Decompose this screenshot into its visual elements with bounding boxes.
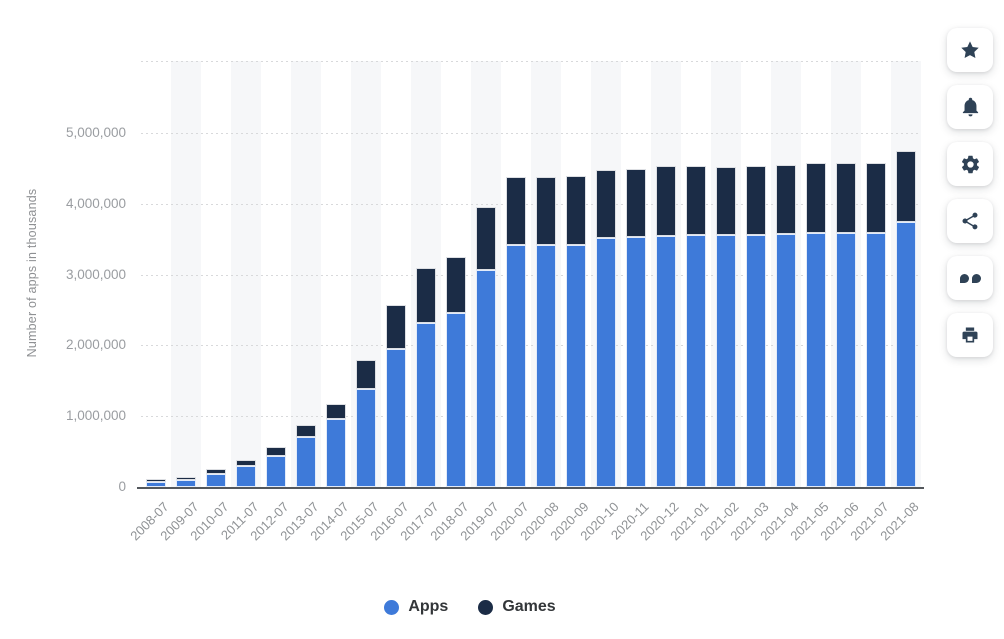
y-tick-label: 2,000,000: [65, 337, 126, 353]
bar-segment-apps-2021-08[interactable]: [896, 221, 916, 487]
bar-segment-games-2018-07[interactable]: [446, 257, 466, 313]
bar-segment-games-2021-05[interactable]: [806, 163, 826, 234]
y-tick-label: 0: [118, 479, 126, 494]
bar-segment-games-2020-08[interactable]: [536, 177, 556, 245]
legend-label-games: Games: [502, 598, 556, 615]
gear-icon: [960, 154, 981, 175]
bar-segment-games-2010-07[interactable]: [206, 469, 226, 474]
bar-segment-games-2012-07[interactable]: [266, 446, 286, 456]
plot-stripe: [231, 61, 261, 487]
bar-segment-games-2021-02[interactable]: [716, 166, 736, 236]
bar-segment-apps-2020-12[interactable]: [656, 235, 676, 487]
gridline: [141, 274, 921, 276]
cite-button[interactable]: [947, 256, 993, 300]
bar-segment-games-2020-11[interactable]: [626, 168, 646, 238]
legend-dot-apps: [384, 599, 400, 615]
legend-item-apps[interactable]: Apps: [384, 598, 448, 616]
plot-stripe: [291, 61, 321, 487]
bar-segment-apps-2020-09[interactable]: [566, 245, 586, 487]
bar-segment-games-2020-10[interactable]: [596, 170, 616, 238]
legend-label-apps: Apps: [408, 598, 449, 615]
bar-segment-apps-2011-07[interactable]: [236, 466, 256, 487]
bar-segment-games-2008-07[interactable]: [146, 479, 166, 482]
bar-segment-apps-2021-04[interactable]: [776, 234, 796, 487]
bar-segment-games-2020-07[interactable]: [506, 177, 526, 245]
plot-area: [141, 61, 921, 487]
bar-segment-games-2021-03[interactable]: [746, 165, 766, 235]
bar-segment-apps-2016-07[interactable]: [386, 349, 406, 487]
bar-segment-apps-2013-07[interactable]: [296, 437, 316, 487]
share-button[interactable]: [947, 199, 993, 243]
y-tick-label: 3,000,000: [65, 266, 126, 282]
bar-segment-games-2016-07[interactable]: [386, 305, 406, 350]
bar-segment-games-2015-07[interactable]: [356, 360, 376, 390]
printer-icon: [960, 325, 980, 345]
print-button[interactable]: [947, 313, 993, 357]
bar-segment-apps-2021-03[interactable]: [746, 234, 766, 487]
bar-segment-apps-2020-07[interactable]: [506, 245, 526, 487]
bar-segment-games-2011-07[interactable]: [236, 460, 256, 467]
bar-segment-games-2013-07[interactable]: [296, 425, 316, 438]
bar-segment-apps-2020-08[interactable]: [536, 245, 556, 487]
bar-segment-apps-2017-07[interactable]: [416, 322, 436, 487]
settings-button[interactable]: [947, 142, 993, 186]
gridline: [141, 416, 921, 418]
bar-segment-apps-2018-07[interactable]: [446, 312, 466, 487]
bar-segment-apps-2008-07[interactable]: [146, 481, 166, 487]
chart-legend: Apps Games: [0, 598, 940, 616]
bar-segment-games-2019-07[interactable]: [476, 206, 496, 271]
y-tick-label: 4,000,000: [65, 195, 126, 211]
bar-segment-apps-2021-07[interactable]: [866, 232, 886, 487]
bar-segment-apps-2014-07[interactable]: [326, 419, 346, 487]
bar-segment-apps-2021-05[interactable]: [806, 233, 826, 487]
bar-segment-apps-2020-10[interactable]: [596, 237, 616, 487]
share-icon: [960, 211, 980, 231]
bar-segment-games-2014-07[interactable]: [326, 403, 346, 420]
bar-segment-games-2021-01[interactable]: [686, 166, 706, 236]
gridline: [141, 61, 921, 62]
legend-dot-games: [478, 599, 494, 615]
bar-segment-apps-2021-02[interactable]: [716, 235, 736, 487]
bar-segment-apps-2021-06[interactable]: [836, 232, 856, 487]
bar-segment-games-2021-07[interactable]: [866, 162, 886, 233]
gridline: [141, 133, 921, 135]
plot-stripe: [171, 61, 201, 487]
bar-segment-games-2020-09[interactable]: [566, 176, 586, 245]
bar-segment-games-2021-08[interactable]: [896, 150, 916, 222]
x-axis-line: [137, 487, 924, 489]
bar-segment-apps-2021-01[interactable]: [686, 235, 706, 487]
bar-segment-games-2021-04[interactable]: [776, 165, 796, 235]
bar-segment-apps-2012-07[interactable]: [266, 455, 286, 487]
notifications-button[interactable]: [947, 85, 993, 129]
gridline: [141, 203, 921, 205]
bar-segment-apps-2019-07[interactable]: [476, 270, 496, 487]
bell-icon: [960, 97, 981, 118]
bar-segment-games-2009-07[interactable]: [176, 476, 196, 480]
favorite-button[interactable]: [947, 28, 993, 72]
bar-segment-games-2020-12[interactable]: [656, 166, 676, 236]
bar-segment-apps-2020-11[interactable]: [626, 237, 646, 487]
chart: Number of apps in thousands 0 1,000,000 2,…: [0, 61, 940, 616]
side-action-rail: [947, 28, 993, 357]
bar-segment-apps-2010-07[interactable]: [206, 473, 226, 487]
y-tick-label: 5,000,000: [65, 125, 126, 141]
bar-segment-games-2017-07[interactable]: [416, 267, 436, 323]
gridline: [141, 345, 921, 347]
quote-icon: [959, 273, 981, 283]
legend-item-games[interactable]: Games: [478, 598, 556, 616]
bar-segment-apps-2009-07[interactable]: [176, 479, 196, 487]
bar-segment-games-2021-06[interactable]: [836, 162, 856, 233]
star-icon: [959, 39, 981, 61]
y-tick-label: 1,000,000: [65, 408, 126, 424]
bar-segment-apps-2015-07[interactable]: [356, 389, 376, 487]
